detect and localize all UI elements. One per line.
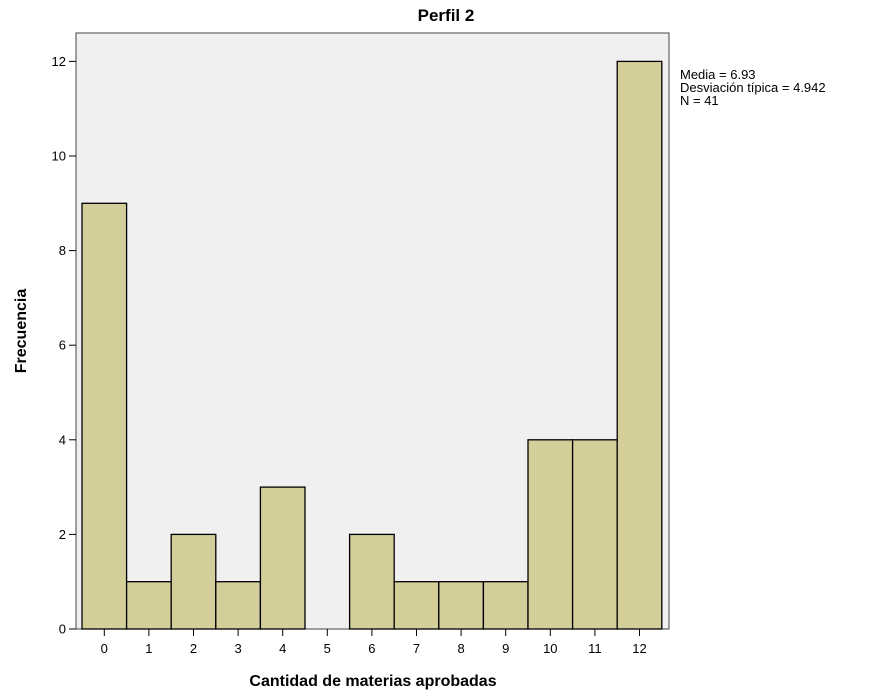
x-tick-label: 4 [279, 641, 286, 656]
histogram-bar [482, 581, 529, 630]
histogram-bar [616, 60, 663, 630]
x-tick-label: 10 [543, 641, 557, 656]
y-tick-label: 12 [52, 54, 66, 69]
x-tick-label: 5 [324, 641, 331, 656]
stat-std-dev: Desviación típica = 4.942 [680, 80, 826, 95]
histogram-bar [571, 439, 618, 630]
histogram-bar [125, 581, 172, 630]
bars-group [81, 60, 663, 630]
y-tick-label: 2 [59, 527, 66, 542]
x-tick-label: 0 [101, 641, 108, 656]
stat-mean: Media = 6.93 [680, 67, 756, 82]
x-axis-title: Cantidad de materias aprobadas [249, 673, 496, 690]
x-tick-label: 12 [632, 641, 646, 656]
histogram-bar [348, 533, 395, 630]
stats-box: Media = 6.93 Desviación típica = 4.942 N… [680, 67, 826, 108]
histogram-bar [170, 533, 217, 630]
y-axis: 0 2 4 6 8 10 12 [52, 54, 76, 637]
histogram-bar [81, 202, 128, 630]
y-tick-label: 0 [59, 622, 66, 637]
x-tick-label: 2 [190, 641, 197, 656]
x-tick-label: 11 [588, 641, 602, 656]
x-tick-label: 6 [368, 641, 375, 656]
y-tick-label: 8 [59, 243, 66, 258]
x-tick-label: 7 [413, 641, 420, 656]
histogram-bar [259, 486, 306, 630]
histogram-bar [527, 439, 574, 630]
x-tick-label: 1 [145, 641, 152, 656]
chart-title: Perfil 2 [418, 6, 475, 25]
y-tick-label: 10 [52, 148, 66, 163]
x-tick-label: 8 [457, 641, 464, 656]
stat-n: N = 41 [680, 93, 719, 108]
y-tick-label: 4 [59, 432, 66, 447]
x-axis: 0 1 2 3 4 5 6 7 8 9 10 11 12 [101, 629, 647, 656]
x-tick-label: 9 [502, 641, 509, 656]
y-tick-label: 6 [59, 338, 66, 353]
x-tick-label: 3 [234, 641, 241, 656]
histogram-bar [438, 581, 485, 630]
histogram-bar [393, 581, 440, 630]
y-axis-title: Frecuencia [13, 289, 30, 374]
histogram-bar [215, 581, 262, 630]
